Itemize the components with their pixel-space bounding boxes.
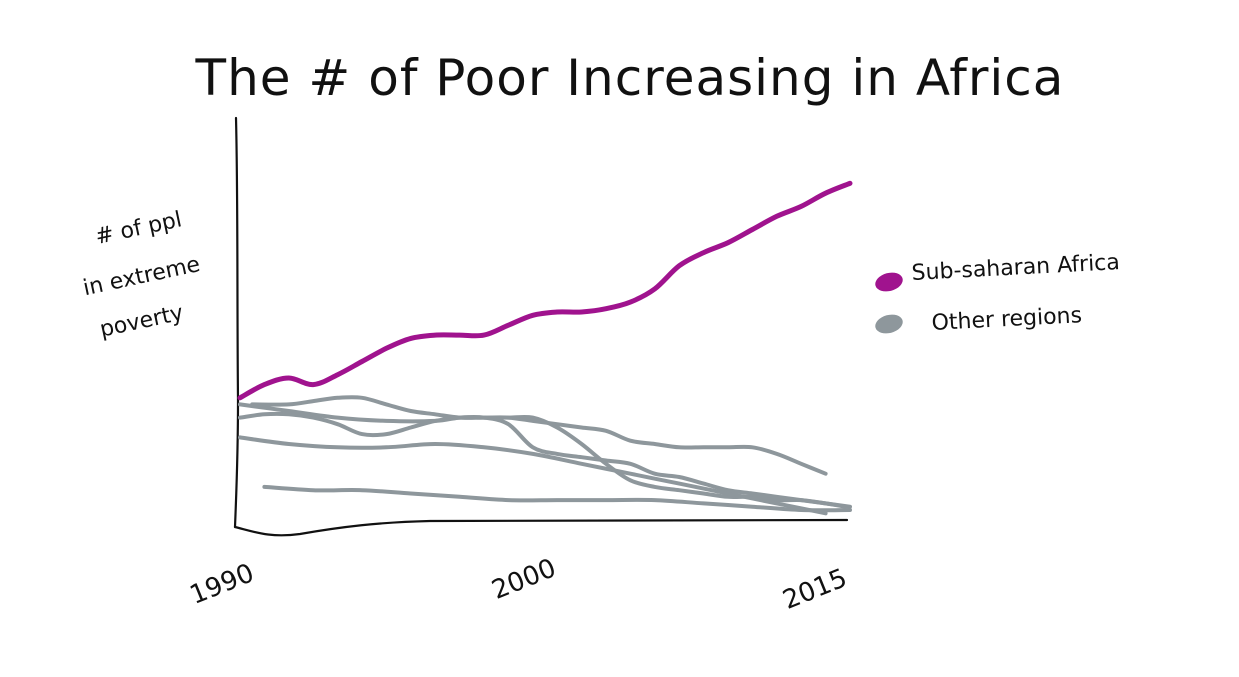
legend-swatch-other <box>875 314 903 334</box>
series-line-other-3 <box>238 402 852 509</box>
x-tick-label-2000: 2000 <box>488 553 561 606</box>
legend-label-other: Other regions <box>931 303 1083 336</box>
y-axis-label: # of ppl in extreme poverty <box>81 207 203 342</box>
legend-swatch-africa <box>875 272 903 292</box>
y-axis-label-line-2: in extreme <box>81 252 203 301</box>
legend: Sub-saharan Africa Other regions <box>875 250 1120 336</box>
y-axis-label-line-1: # of ppl <box>93 207 184 250</box>
y-axis-label-line-3: poverty <box>98 301 186 343</box>
x-tick-label-2015: 2015 <box>779 563 852 616</box>
series-line-other-5 <box>262 484 852 513</box>
series-line-other-2 <box>238 411 828 476</box>
x-tick-label-1990: 1990 <box>186 558 259 611</box>
legend-label-africa: Sub-saharan Africa <box>911 250 1120 286</box>
series-line-africa <box>237 180 853 401</box>
x-axis-line <box>233 518 849 537</box>
series-layer <box>237 180 853 516</box>
y-axis-line <box>233 116 240 529</box>
chart-title: The # of Poor Increasing in Africa <box>195 49 1065 107</box>
series-line-other-4 <box>238 435 828 516</box>
